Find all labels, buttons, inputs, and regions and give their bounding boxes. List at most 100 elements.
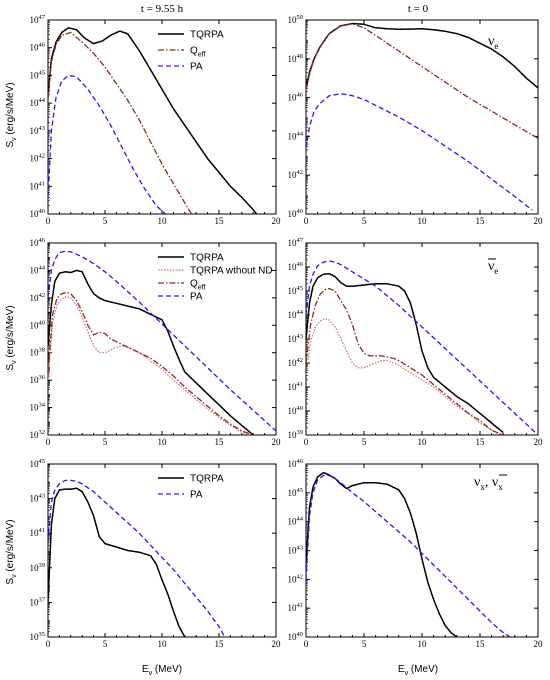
- series-line: [48, 291, 254, 435]
- panel-p6: 0 5 10 15 20 1040 1041 1042 1043 1044 1045 1046: [288, 458, 544, 649]
- y-tick-label: 1040: [30, 208, 46, 219]
- y-tick-label: 1046: [288, 458, 304, 469]
- y-tick-label: 1041: [288, 381, 304, 392]
- series-line: [48, 295, 252, 435]
- legend: TQRPA Qeff PA: [158, 30, 224, 73]
- series-line: [306, 287, 504, 435]
- y-tick-label: 1040: [288, 405, 304, 416]
- y-tick-label: 1042: [288, 357, 304, 368]
- x-tick-label: 15: [476, 437, 486, 447]
- series-line: [306, 260, 538, 435]
- legend-label: Qeff: [190, 46, 205, 59]
- panel-p1: 0 5 10 15 20 1040 1041 1042 1043 1044 1045 1046 1047…: [30, 14, 282, 226]
- y-tick-label: 1040: [30, 319, 46, 330]
- flavor-label-electron: νe: [488, 34, 498, 51]
- y-axis-label-row1: Sν (erg/s/MeV): [5, 82, 18, 147]
- plot-frame: [305, 242, 539, 436]
- y-tick-label: 1047: [30, 14, 46, 25]
- y-tick-label: 1044: [30, 97, 46, 108]
- y-axis-label-row2: Sν (erg/s/MeV): [5, 305, 18, 370]
- x-tick-label: 0: [46, 437, 51, 447]
- y-axis-label-row3: Sν (erg/s/MeV): [5, 519, 18, 584]
- header-right: t = 0: [408, 3, 429, 15]
- y-tick-label: 1048: [288, 53, 304, 64]
- series-line: [306, 93, 533, 211]
- y-tick-label: 1044: [288, 130, 304, 141]
- series-line: [306, 22, 538, 89]
- y-tick-label: 1044: [288, 309, 304, 320]
- svg-text:νx, νx: νx, νx: [474, 475, 503, 492]
- y-tick-label: 1039: [30, 562, 46, 573]
- x-axis-label-left: Eν (MeV): [142, 664, 182, 677]
- y-tick-label: 1045: [288, 487, 304, 498]
- y-tick-label: 1038: [30, 347, 46, 358]
- plot-frame: [305, 463, 539, 638]
- x-tick-label: 10: [418, 437, 428, 447]
- panel-p4: 0 5 10 15 20 1039 1040 1041 1042 1043 1044 1045 1046…: [288, 237, 544, 447]
- y-tick-label: 1042: [288, 573, 304, 584]
- y-tick-label: 1037: [30, 596, 46, 607]
- y-tick-label: 1039: [288, 429, 304, 440]
- x-tick-label: 15: [476, 639, 486, 649]
- series-line: [306, 23, 538, 139]
- y-tick-label: 1043: [288, 545, 304, 556]
- x-tick-label: 5: [362, 437, 367, 447]
- x-tick-label: 15: [215, 216, 225, 226]
- y-tick-label: 1040: [288, 208, 304, 219]
- y-tick-label: 1046: [30, 42, 46, 53]
- x-tick-label: 20: [272, 216, 282, 226]
- y-tick-label: 1050: [288, 14, 304, 25]
- series-line: [48, 250, 276, 432]
- y-tick-label: 1045: [30, 69, 46, 80]
- y-tick-label: 1034: [30, 402, 46, 413]
- y-tick-label: 1040: [288, 631, 304, 642]
- y-tick-label: 1043: [30, 125, 46, 136]
- legend: TQRPA PA: [158, 474, 224, 501]
- panel-p3: 0 5 10 15 20 1032 1034 1036 1038 1040 1042 1044 1046…: [30, 237, 282, 447]
- x-axis-label-right: Eν (MeV): [398, 664, 438, 677]
- x-tick-label: 5: [103, 437, 108, 447]
- series-line: [306, 471, 458, 637]
- x-tick-label: 20: [534, 437, 544, 447]
- legend-label: TQRPA: [190, 474, 224, 485]
- header-left: t = 9.55 h: [141, 3, 184, 15]
- y-tick-label: 1045: [288, 285, 304, 296]
- series-line: [48, 269, 254, 435]
- x-tick-label: 10: [158, 437, 168, 447]
- x-tick-label: 15: [215, 437, 225, 447]
- y-tick-label: 1041: [30, 527, 46, 538]
- legend-label: Qeff: [190, 279, 205, 292]
- panel-p2: 0 5 10 15 20 1040 1042 1044 1046 1048 1050: [288, 14, 544, 226]
- panel-p5: 0 5 10 15 20 1035 1037 1039 1041 1043 1045 TQRPA PA: [30, 458, 282, 649]
- y-tick-label: 1041: [288, 602, 304, 613]
- x-tick-label: 10: [418, 639, 428, 649]
- x-tick-label: 10: [418, 216, 428, 226]
- plot-frame: [47, 463, 277, 638]
- x-tick-label: 10: [158, 639, 168, 649]
- series-line: [306, 318, 502, 435]
- series-line: [306, 272, 504, 434]
- plot-frame: [47, 19, 277, 215]
- x-tick-label: 5: [362, 639, 367, 649]
- svg-text:νe: νe: [488, 259, 498, 276]
- x-tick-label: 0: [304, 437, 309, 447]
- series-line: [48, 27, 258, 214]
- legend-label: PA: [190, 292, 203, 303]
- series-line: [48, 487, 186, 637]
- legend-label: TQRPA: [190, 30, 224, 41]
- y-tick-label: 1042: [30, 153, 46, 164]
- series-line: [48, 479, 226, 637]
- x-tick-label: 0: [304, 639, 309, 649]
- legend-label: TQRPA wthout ND: [190, 266, 273, 277]
- y-tick-label: 1044: [288, 516, 304, 527]
- x-tick-label: 15: [215, 639, 225, 649]
- flavor-label-heavy: νx, νx: [474, 474, 507, 492]
- y-tick-label: 1035: [30, 631, 46, 642]
- series-line: [306, 474, 511, 637]
- x-tick-label: 5: [362, 216, 367, 226]
- legend-label: PA: [190, 62, 203, 73]
- x-tick-label: 5: [103, 216, 108, 226]
- x-tick-label: 10: [158, 216, 168, 226]
